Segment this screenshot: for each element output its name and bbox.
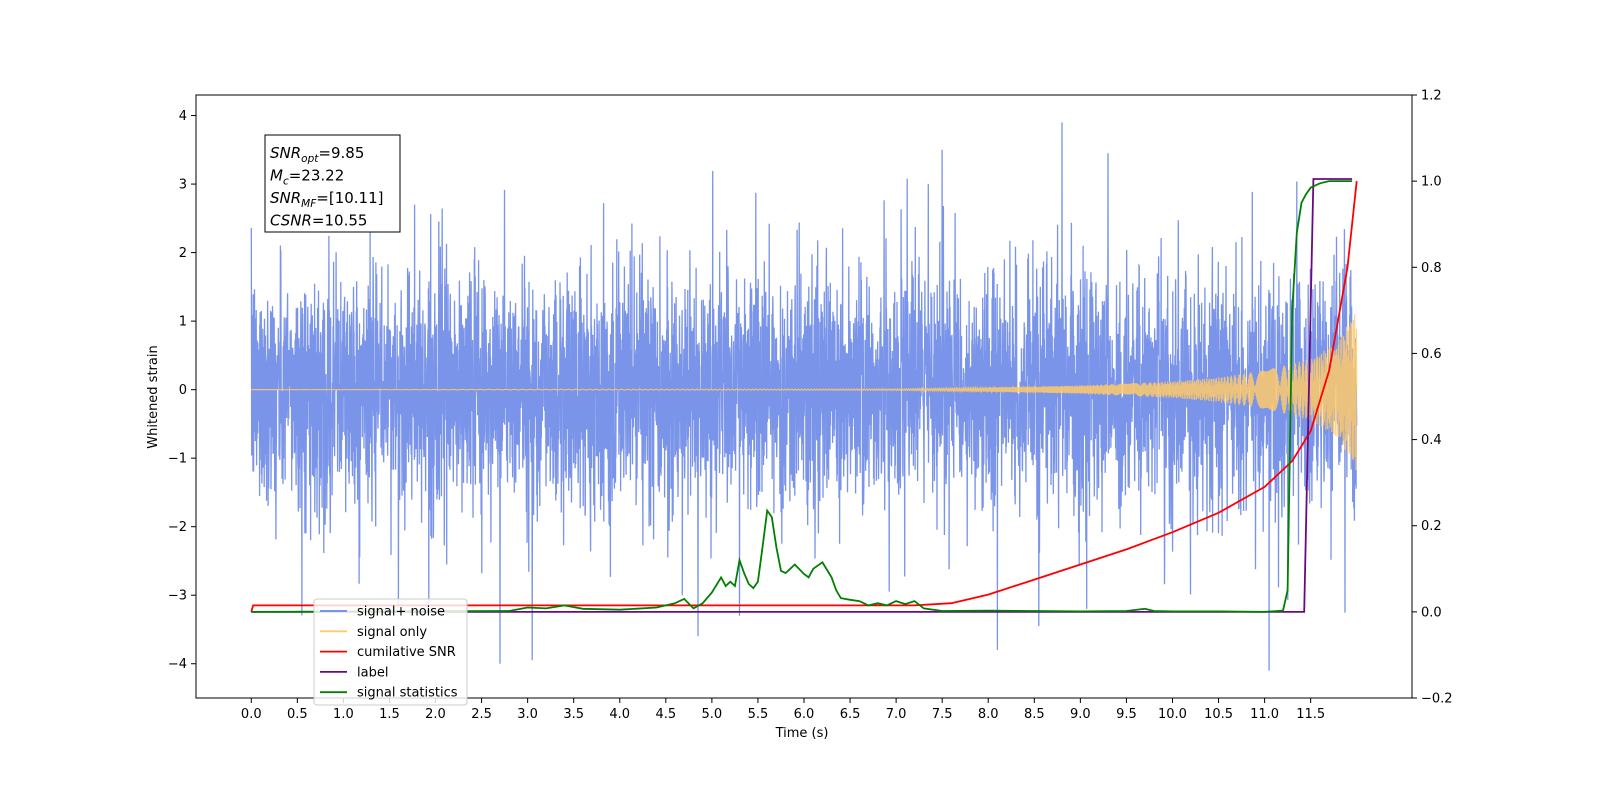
y2-tick-label: 0.2 [1421,519,1442,534]
y-tick-label: −3 [168,589,187,604]
annotation-line: CSNR=10.55 [270,212,367,230]
x-tick-label: 10.0 [1158,707,1187,722]
legend-entry: label [357,665,388,680]
y2-tick-label: −0.2 [1421,692,1453,707]
x-tick-label: 2.0 [425,707,446,722]
y-tick-label: 3 [179,178,187,193]
x-tick-label: 1.0 [333,707,354,722]
legend-entry: cumilative SNR [357,645,456,660]
annotation-line: SNRopt=9.85 [270,144,364,165]
legend-frame [313,598,468,706]
y2-tick-label: 0.4 [1421,433,1442,448]
y2-tick-label: 0.0 [1421,605,1442,620]
legend: signal+ noise signal only cumilative SNR la… [313,598,468,706]
x-tick-label: 5.0 [702,707,723,722]
x-tick-label: 2.5 [471,707,492,722]
y2-tick-label: 0.6 [1421,347,1442,362]
y-axis-left: 4 3 2 1 0 −1 −2 −3 −4 [168,109,196,672]
y-axis-label: Whitened strain [146,345,161,448]
x-tick-label: 11.0 [1250,707,1279,722]
x-tick-label: 7.5 [932,707,953,722]
x-tick-label: 11.5 [1296,707,1325,722]
series-signal-plus-noise [250,122,1358,671]
y-tick-label: 1 [179,315,187,330]
x-tick-label: 10.5 [1204,707,1233,722]
series-label [251,178,1353,613]
x-tick-label: 8.5 [1024,707,1045,722]
legend-entry: signal+ noise [357,605,445,620]
plot-content [250,122,1358,671]
y-tick-label: 2 [179,246,187,261]
x-tick-label: 3.0 [517,707,538,722]
annotation-frame [264,134,401,233]
annotation-line: SNRMF=[10.11] [270,189,384,210]
x-axis: 0.0 0.5 1.0 1.5 2.0 2.5 3.0 3.5 4.0 4.5 5.0 5.5 6.0 6… [241,698,1325,722]
x-tick-label: 0.0 [241,707,262,722]
series-cumilative-snr [250,181,1358,613]
y-tick-label: 0 [179,383,187,398]
x-tick-label: 3.5 [563,707,584,722]
x-axis-label: Time (s) [775,726,829,741]
x-tick-label: 6.5 [840,707,861,722]
x-tick-label: 9.5 [1116,707,1137,722]
x-tick-label: 8.0 [978,707,999,722]
x-tick-label: 0.5 [287,707,308,722]
series-signal-statistics [251,180,1353,613]
x-tick-label: 4.5 [655,707,676,722]
x-tick-label: 4.0 [609,707,630,722]
y2-tick-label: 0.8 [1421,261,1442,276]
x-tick-label: 7.0 [886,707,907,722]
legend-entry: signal statistics [357,686,458,701]
annotation-line: Mc=23.22 [270,167,344,188]
x-tick-label: 5.5 [748,707,769,722]
x-tick-label: 6.0 [794,707,815,722]
y2-tick-label: 1.0 [1421,175,1442,190]
x-tick-label: 1.5 [379,707,400,722]
y-tick-label: 4 [179,109,187,124]
y2-tick-label: 1.2 [1421,89,1442,104]
series-signal-only [251,314,1358,471]
y-tick-label: −1 [168,452,187,467]
y-tick-label: −4 [168,657,187,672]
x-tick-label: 9.0 [1070,707,1091,722]
y-axis-right: 1.2 1.0 0.8 0.6 0.4 0.2 0.0 −0.2 [1412,89,1453,707]
y-tick-label: −2 [168,520,187,535]
legend-entry: signal only [357,625,427,640]
